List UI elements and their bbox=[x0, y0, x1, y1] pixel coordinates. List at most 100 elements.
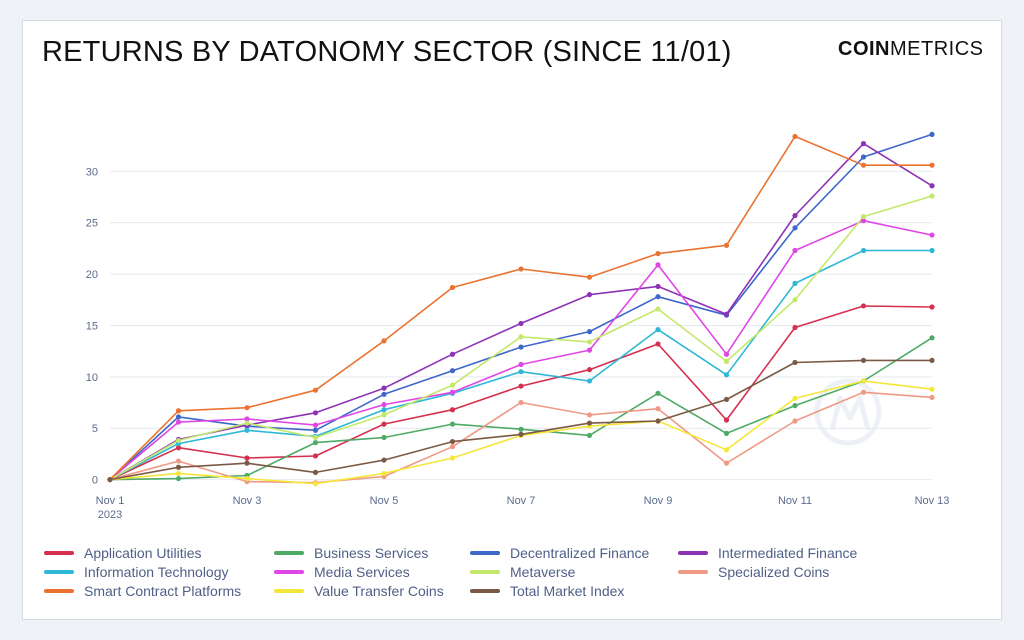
legend-swatch bbox=[44, 570, 74, 574]
data-point-metaverse bbox=[244, 420, 250, 426]
data-point-value-transfer-coins bbox=[244, 475, 250, 482]
data-point-media-services bbox=[655, 262, 661, 268]
y-tick-label: 20 bbox=[86, 269, 98, 281]
legend-item: Specialized Coins bbox=[678, 563, 829, 581]
data-point-smart-contract-platforms bbox=[175, 408, 182, 414]
data-point-total-market-index bbox=[312, 469, 319, 475]
data-point-intermediated-finance bbox=[860, 141, 867, 147]
data-point-media-services bbox=[381, 401, 387, 408]
legend-item: Value Transfer Coins bbox=[274, 582, 444, 600]
data-point-metaverse bbox=[175, 437, 182, 444]
data-point-total-market-index bbox=[107, 476, 113, 483]
data-point-decentralized-finance bbox=[860, 154, 867, 160]
data-point-value-transfer-coins bbox=[929, 386, 935, 392]
data-point-application-utilities bbox=[860, 303, 867, 309]
legend-item: Information Technology bbox=[44, 563, 229, 581]
legend-item: Smart Contract Platforms bbox=[44, 582, 241, 600]
data-point-decentralized-finance bbox=[381, 391, 387, 397]
series-points bbox=[107, 131, 935, 487]
data-point-metaverse bbox=[312, 434, 319, 441]
y-tick-label: 10 bbox=[86, 372, 98, 384]
data-point-smart-contract-platforms bbox=[244, 405, 250, 411]
x-tick-label: Nov 9 bbox=[644, 495, 673, 507]
legend-label: Value Transfer Coins bbox=[314, 583, 444, 599]
data-point-business-services bbox=[449, 421, 456, 427]
data-point-specialized-coins bbox=[929, 394, 935, 400]
data-point-media-services bbox=[244, 416, 250, 422]
x-tick-label: Nov 3 bbox=[233, 495, 262, 507]
data-point-business-services bbox=[175, 475, 182, 482]
data-point-application-utilities bbox=[312, 453, 319, 459]
data-point-total-market-index bbox=[860, 357, 867, 364]
data-point-total-market-index bbox=[655, 418, 661, 424]
legend-label: Information Technology bbox=[84, 564, 229, 580]
legend-label: Metaverse bbox=[510, 564, 576, 580]
legend-swatch bbox=[470, 589, 500, 593]
data-point-specialized-coins bbox=[449, 444, 456, 450]
y-tick-label: 30 bbox=[86, 166, 98, 178]
x-tick-label: Nov 1 bbox=[96, 495, 125, 507]
legend-label: Intermediated Finance bbox=[718, 545, 858, 561]
data-point-decentralized-finance bbox=[312, 427, 319, 433]
legend-swatch bbox=[44, 589, 74, 593]
legend-label: Business Services bbox=[314, 545, 429, 561]
data-point-metaverse bbox=[723, 358, 730, 365]
legend-item: Decentralized Finance bbox=[470, 544, 649, 562]
legend-swatch bbox=[470, 570, 500, 574]
data-point-media-services bbox=[792, 247, 798, 254]
data-point-media-services bbox=[175, 419, 182, 425]
legend-item: Application Utilities bbox=[44, 544, 202, 562]
data-point-total-market-index bbox=[723, 396, 730, 403]
data-point-smart-contract-platforms bbox=[518, 266, 524, 272]
data-point-business-services bbox=[792, 403, 798, 409]
x-tick-sublabel: 2023 bbox=[98, 509, 122, 521]
logo-light-text: METRICS bbox=[890, 38, 984, 60]
series-line-application-utilities bbox=[109, 305, 933, 481]
data-point-information-technology bbox=[586, 378, 593, 384]
legend-swatch bbox=[678, 570, 708, 574]
data-point-business-services bbox=[655, 390, 661, 396]
data-point-application-utilities bbox=[792, 324, 798, 331]
data-point-value-transfer-coins bbox=[312, 481, 319, 487]
x-tick-label: Nov 11 bbox=[778, 495, 812, 507]
legend-swatch bbox=[274, 551, 304, 555]
data-point-smart-contract-platforms bbox=[449, 284, 456, 291]
data-point-information-technology bbox=[723, 372, 730, 378]
data-point-decentralized-finance bbox=[792, 225, 798, 231]
data-point-information-technology bbox=[929, 247, 935, 254]
data-point-specialized-coins bbox=[518, 399, 524, 406]
data-point-specialized-coins bbox=[723, 460, 730, 466]
data-point-decentralized-finance bbox=[518, 344, 524, 350]
data-point-application-utilities bbox=[244, 455, 250, 461]
series-line-media-services bbox=[109, 219, 933, 481]
data-point-information-technology bbox=[518, 369, 524, 375]
data-point-business-services bbox=[381, 434, 387, 441]
data-point-value-transfer-coins bbox=[792, 395, 798, 402]
data-point-total-market-index bbox=[929, 357, 935, 364]
data-point-smart-contract-platforms bbox=[655, 250, 661, 257]
data-point-specialized-coins bbox=[655, 406, 661, 412]
data-point-metaverse bbox=[929, 193, 935, 199]
y-axis-ticks: 0 5 10 15 20 25 30 bbox=[86, 166, 98, 486]
data-point-value-transfer-coins bbox=[381, 470, 387, 477]
data-point-intermediated-finance bbox=[929, 183, 935, 189]
data-point-total-market-index bbox=[586, 420, 593, 426]
data-point-application-utilities bbox=[381, 421, 387, 427]
legend-label: Media Services bbox=[314, 564, 410, 580]
legend-swatch bbox=[274, 570, 304, 574]
data-point-intermediated-finance bbox=[381, 385, 387, 391]
legend-swatch bbox=[274, 589, 304, 593]
data-point-business-services bbox=[586, 432, 593, 439]
data-point-metaverse bbox=[518, 334, 524, 340]
coinmetrics-logo: COINMETRICS bbox=[838, 38, 984, 61]
data-point-value-transfer-coins bbox=[175, 470, 182, 477]
legend-label: Smart Contract Platforms bbox=[84, 583, 242, 599]
data-point-specialized-coins bbox=[860, 389, 867, 395]
data-point-media-services bbox=[860, 218, 867, 224]
legend-swatch bbox=[44, 551, 74, 555]
data-point-value-transfer-coins bbox=[723, 447, 730, 453]
data-point-application-utilities bbox=[929, 304, 935, 310]
data-point-value-transfer-coins bbox=[449, 455, 456, 461]
data-point-intermediated-finance bbox=[723, 311, 730, 317]
